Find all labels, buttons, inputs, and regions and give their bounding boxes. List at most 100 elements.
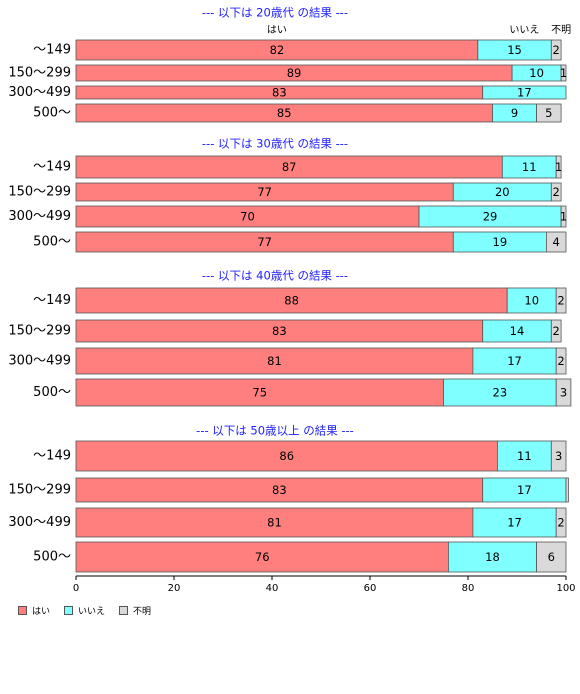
bar-segment [75,507,474,538]
data-label: 81 [267,516,282,530]
bar-segment [472,347,557,375]
data-label: 75 [252,386,267,400]
bar-segment [443,378,557,407]
legend: はい いいえ 不明 [18,604,151,617]
legend-label-no: いいえ [78,607,106,617]
bar-segment [75,347,474,375]
x-tick-label: 100 [556,583,575,594]
bar-segment [472,507,557,538]
x-tick-label: 40 [266,583,279,594]
legend-swatch-yes [18,606,27,615]
category-label: 500～ [33,550,71,565]
category-label: 500～ [33,106,71,121]
bar-segment [560,205,567,228]
data-label: 2 [553,324,560,338]
data-label: 19 [493,235,508,249]
legend-swatch-no [64,606,74,615]
data-label: 89 [287,66,302,80]
legend-label-unknown: 不明 [133,607,152,617]
data-label: 86 [279,449,294,463]
data-label: 18 [485,550,500,564]
bar-segment [75,477,484,503]
bar-segment [555,287,567,314]
bar-segment [536,103,562,123]
data-label: 70 [240,210,255,224]
data-label: 76 [255,550,270,564]
panel-title: --- 以下は 50歳以上 の結果 --- [196,424,354,438]
bar-segment [555,347,567,375]
bar-segment [550,440,567,472]
bar-segment [555,507,567,538]
data-label: 17 [507,516,522,530]
column-header: いいえ [509,24,539,36]
data-label: 17 [517,86,532,100]
data-label: 1 [555,160,562,174]
panel-title: --- 以下は 20歳代 の結果 --- [202,6,348,20]
panel-title: --- 以下は 30歳代 の結果 --- [202,137,348,151]
x-tick-label: 0 [73,583,79,594]
data-label: 9 [511,106,518,120]
bar-segment [482,477,567,503]
data-label: 85 [277,106,292,120]
data-label: 3 [555,449,562,463]
bar-segment [555,378,572,407]
category-label: 300～499 [8,515,71,530]
data-label: 14 [510,324,525,338]
bar-segment [482,85,567,100]
bar-segment [560,64,567,82]
category-label: ～149 [33,43,71,58]
category-label: ～149 [33,449,71,464]
data-label: 2 [553,43,560,57]
data-label: 2 [557,516,564,530]
category-label: 500～ [33,385,71,400]
data-label: 2 [553,185,560,199]
legend-item-unknown: 不明 [119,604,151,617]
data-label: 77 [257,235,272,249]
bar-segment [565,477,569,503]
category-label: 300～499 [8,354,71,369]
category-label: 500～ [33,235,71,250]
data-label: 83 [272,483,287,497]
data-label: 1 [560,66,567,80]
bar-segment [75,440,498,472]
category-label: 300～499 [8,209,71,224]
data-label: 10 [529,66,544,80]
x-tick-label: 80 [462,583,475,594]
legend-label-yes: はい [32,607,51,617]
bar-segment [75,287,508,314]
category-label: 150～299 [8,185,71,200]
bar-segment [536,541,567,573]
data-label: 5 [545,106,552,120]
x-tick-label: 60 [364,583,377,594]
data-label: 83 [272,86,287,100]
category-label: 150～299 [8,483,71,498]
bar-segment [550,319,562,343]
category-label: 150～299 [8,66,71,81]
bar-segment [550,182,562,202]
data-label: 82 [270,43,285,57]
x-tick-label: 20 [168,583,181,594]
data-label: 23 [493,386,508,400]
data-label: 88 [284,294,299,308]
data-label: 2 [557,294,564,308]
bar-segment [546,231,567,253]
category-label: 300～499 [8,85,71,100]
data-label: 87 [282,160,297,174]
data-label: 4 [553,235,560,249]
bar-segment [550,39,562,61]
legend-swatch-unknown [119,606,129,615]
data-label: 2 [557,354,564,368]
data-label: 17 [507,354,522,368]
data-label: 11 [517,449,532,463]
category-label: ～149 [33,160,71,175]
column-header: はい [267,24,287,36]
bar-segment [75,378,444,407]
data-label: 6 [548,550,555,564]
legend-item-no: いいえ [64,604,105,617]
bar-segment [555,155,562,179]
legend-item-yes: はい [18,604,50,617]
data-label: 10 [524,294,539,308]
panel-title: --- 以下は 40歳代 の結果 --- [202,269,348,283]
data-label: 77 [257,185,272,199]
